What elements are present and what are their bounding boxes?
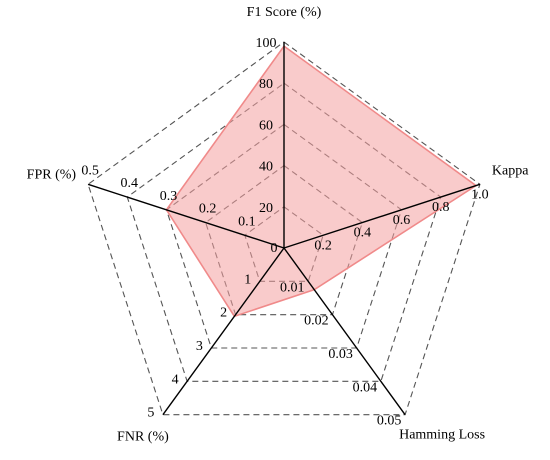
tick-label: 0.2 [199, 202, 217, 217]
tick-label: 100 [256, 36, 277, 51]
tick-label: 0.6 [393, 213, 411, 228]
axis-title-layer: F1 Score (%) Kappa Hamming Loss FNR (%) FPR … [27, 5, 530, 445]
axis-title: FPR (%) [27, 167, 77, 182]
axis-line-1 [283, 183, 481, 249]
tick-label: 0.05 [377, 414, 402, 429]
tick-label: 0.4 [121, 176, 139, 191]
tick-label: 3 [196, 339, 203, 354]
axis-line-3 [162, 247, 285, 416]
axis-title: F1 Score (%) [247, 5, 322, 20]
tick-label: 0.2 [314, 238, 332, 253]
tick-label: 20 [259, 201, 273, 216]
tick-label: 80 [259, 77, 273, 92]
tick-label-layer: 0 20 40 60 80 100 0.2 0.4 0.6 0.8 1.0 0.01 0.02 0.03 0… [81, 36, 488, 429]
tick-label: 0.04 [353, 380, 378, 395]
tick-label: 0.5 [81, 163, 99, 178]
tick-label: 5 [147, 406, 154, 421]
axis-title: Hamming Loss [399, 428, 485, 443]
tick-label: 1 [244, 272, 251, 287]
tick-label: 2 [220, 306, 227, 321]
tick-label: 4 [172, 372, 179, 387]
grid-ring-5 [87, 41, 481, 416]
tick-label: 60 [259, 118, 273, 133]
tick-label: 0.3 [160, 189, 178, 204]
data-area [165, 44, 478, 318]
axis-title: FNR (%) [117, 430, 169, 445]
axis-line-4 [87, 183, 285, 249]
tick-label: 0.02 [304, 314, 329, 329]
tick-label: 0.1 [238, 214, 256, 229]
tick-label: 0.4 [354, 226, 372, 241]
tick-label: 0.03 [328, 347, 353, 362]
axis-layer [87, 42, 481, 416]
tick-label: 0.8 [432, 200, 450, 215]
tick-label: 0 [271, 241, 278, 256]
tick-label: 0.01 [280, 280, 305, 295]
axis-title: Kappa [492, 163, 529, 178]
tick-label: 1.0 [471, 187, 489, 202]
tick-label: 40 [259, 160, 273, 175]
axis-line-2 [283, 247, 406, 416]
data-area-layer [165, 44, 478, 318]
